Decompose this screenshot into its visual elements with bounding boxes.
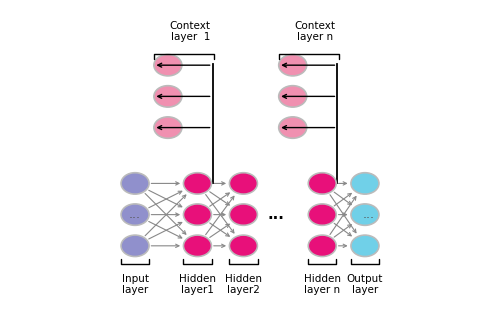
Text: ...: ... [268, 207, 284, 222]
Text: ...: ... [362, 208, 374, 221]
Ellipse shape [185, 206, 210, 224]
Ellipse shape [121, 173, 149, 194]
Ellipse shape [351, 235, 379, 257]
Text: ...: ... [129, 208, 141, 221]
Ellipse shape [154, 86, 182, 107]
Ellipse shape [280, 87, 305, 105]
Ellipse shape [310, 237, 334, 255]
Ellipse shape [352, 206, 378, 224]
Text: Hidden
layer1: Hidden layer1 [179, 274, 216, 295]
Ellipse shape [122, 174, 148, 193]
Ellipse shape [184, 173, 212, 194]
Ellipse shape [352, 237, 378, 255]
Ellipse shape [280, 118, 305, 137]
Ellipse shape [154, 117, 182, 138]
Ellipse shape [308, 173, 336, 194]
Ellipse shape [308, 235, 336, 257]
Text: Context
layer  1: Context layer 1 [170, 21, 210, 42]
Text: Hidden
layer n: Hidden layer n [304, 274, 341, 295]
Ellipse shape [310, 174, 334, 193]
Ellipse shape [122, 206, 148, 224]
Ellipse shape [185, 174, 210, 193]
Ellipse shape [278, 117, 307, 138]
Ellipse shape [230, 204, 258, 225]
Ellipse shape [122, 237, 148, 255]
Text: Context
layer n: Context layer n [294, 21, 336, 42]
Ellipse shape [231, 206, 256, 224]
Text: Hidden
layer2: Hidden layer2 [225, 274, 262, 295]
Text: Output
layer: Output layer [347, 274, 383, 295]
Ellipse shape [230, 235, 258, 257]
Ellipse shape [352, 174, 378, 193]
Ellipse shape [156, 56, 180, 74]
Ellipse shape [310, 206, 334, 224]
Ellipse shape [351, 173, 379, 194]
Ellipse shape [156, 87, 180, 105]
Ellipse shape [121, 235, 149, 257]
Ellipse shape [308, 204, 336, 225]
Ellipse shape [184, 204, 212, 225]
Ellipse shape [184, 235, 212, 257]
Ellipse shape [231, 174, 256, 193]
Ellipse shape [154, 54, 182, 76]
Ellipse shape [351, 204, 379, 225]
Text: Input
layer: Input layer [122, 274, 148, 295]
Ellipse shape [278, 86, 307, 107]
Ellipse shape [280, 56, 305, 74]
Ellipse shape [156, 118, 180, 137]
Ellipse shape [230, 173, 258, 194]
Ellipse shape [231, 237, 256, 255]
Ellipse shape [121, 204, 149, 225]
Ellipse shape [185, 237, 210, 255]
Ellipse shape [278, 54, 307, 76]
